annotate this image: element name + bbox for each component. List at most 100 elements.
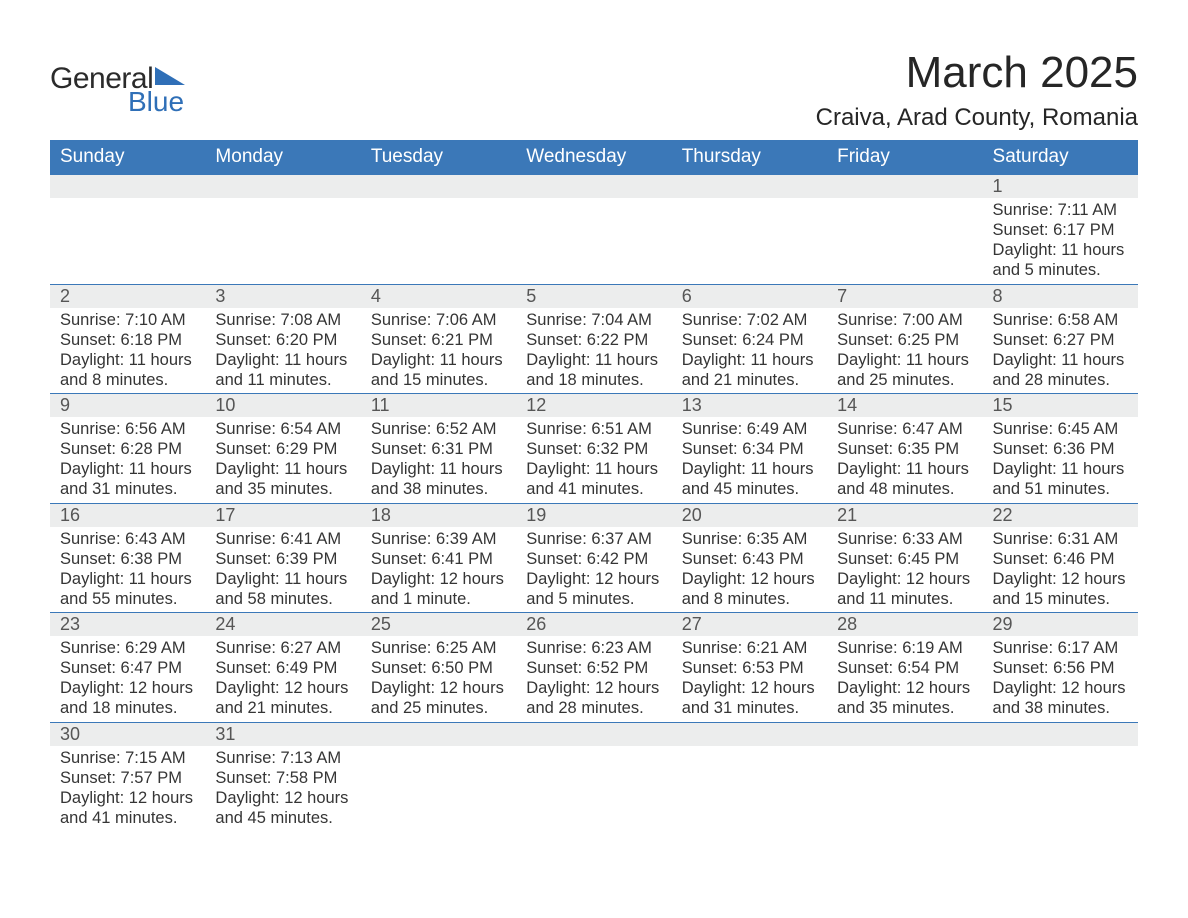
sunrise-text: Sunrise: 7:06 AM xyxy=(371,310,506,330)
day-cell: 10Sunrise: 6:54 AMSunset: 6:29 PMDayligh… xyxy=(205,394,360,504)
sunrise-text: Sunrise: 6:49 AM xyxy=(682,419,817,439)
sunset-text: Sunset: 6:20 PM xyxy=(215,330,350,350)
day-details: Sunrise: 6:49 AMSunset: 6:34 PMDaylight:… xyxy=(672,417,827,503)
day-cell: 24Sunrise: 6:27 AMSunset: 6:49 PMDayligh… xyxy=(205,613,360,723)
daylight-text: Daylight: 12 hours and 31 minutes. xyxy=(682,678,817,718)
sunset-text: Sunset: 6:54 PM xyxy=(837,658,972,678)
daylight-text: Daylight: 12 hours and 21 minutes. xyxy=(215,678,350,718)
day-details: Sunrise: 6:52 AMSunset: 6:31 PMDaylight:… xyxy=(361,417,516,503)
day-number: 22 xyxy=(983,504,1138,527)
daylight-text: Daylight: 11 hours and 48 minutes. xyxy=(837,459,972,499)
day-cell: 8Sunrise: 6:58 AMSunset: 6:27 PMDaylight… xyxy=(983,284,1138,394)
day-details: Sunrise: 6:27 AMSunset: 6:49 PMDaylight:… xyxy=(205,636,360,722)
daylight-text: Daylight: 12 hours and 15 minutes. xyxy=(993,569,1128,609)
day-number: 11 xyxy=(361,394,516,417)
empty-day-cell xyxy=(205,175,360,285)
sunrise-text: Sunrise: 6:37 AM xyxy=(526,529,661,549)
sunset-text: Sunset: 6:56 PM xyxy=(993,658,1128,678)
day-cell: 18Sunrise: 6:39 AMSunset: 6:41 PMDayligh… xyxy=(361,503,516,613)
day-cell: 2Sunrise: 7:10 AMSunset: 6:18 PMDaylight… xyxy=(50,284,205,394)
daylight-text: Daylight: 12 hours and 1 minute. xyxy=(371,569,506,609)
sunset-text: Sunset: 6:28 PM xyxy=(60,439,195,459)
daylight-text: Daylight: 11 hours and 41 minutes. xyxy=(526,459,661,499)
day-details: Sunrise: 7:08 AMSunset: 6:20 PMDaylight:… xyxy=(205,308,360,394)
day-cell: 30Sunrise: 7:15 AMSunset: 7:57 PMDayligh… xyxy=(50,722,205,831)
day-details: Sunrise: 7:06 AMSunset: 6:21 PMDaylight:… xyxy=(361,308,516,394)
sunrise-text: Sunrise: 6:39 AM xyxy=(371,529,506,549)
day-details xyxy=(361,198,516,272)
day-number: 29 xyxy=(983,613,1138,636)
day-cell: 15Sunrise: 6:45 AMSunset: 6:36 PMDayligh… xyxy=(983,394,1138,504)
day-number: 26 xyxy=(516,613,671,636)
daylight-text: Daylight: 11 hours and 21 minutes. xyxy=(682,350,817,390)
dow-friday: Friday xyxy=(827,140,982,175)
day-details xyxy=(50,198,205,272)
day-number xyxy=(361,175,516,198)
day-number: 9 xyxy=(50,394,205,417)
daylight-text: Daylight: 11 hours and 45 minutes. xyxy=(682,459,817,499)
sunset-text: Sunset: 6:29 PM xyxy=(215,439,350,459)
sunset-text: Sunset: 6:47 PM xyxy=(60,658,195,678)
sunset-text: Sunset: 6:43 PM xyxy=(682,549,817,569)
sunrise-text: Sunrise: 7:13 AM xyxy=(215,748,350,768)
sunrise-text: Sunrise: 6:25 AM xyxy=(371,638,506,658)
title-block: March 2025 Craiva, Arad County, Romania xyxy=(816,48,1138,132)
daylight-text: Daylight: 12 hours and 45 minutes. xyxy=(215,788,350,828)
daylight-text: Daylight: 11 hours and 55 minutes. xyxy=(60,569,195,609)
day-details: Sunrise: 7:15 AMSunset: 7:57 PMDaylight:… xyxy=(50,746,205,832)
day-number: 15 xyxy=(983,394,1138,417)
sunset-text: Sunset: 6:21 PM xyxy=(371,330,506,350)
day-number: 6 xyxy=(672,285,827,308)
day-number: 12 xyxy=(516,394,671,417)
daylight-text: Daylight: 12 hours and 5 minutes. xyxy=(526,569,661,609)
empty-day-cell xyxy=(672,175,827,285)
day-number: 20 xyxy=(672,504,827,527)
day-details: Sunrise: 6:19 AMSunset: 6:54 PMDaylight:… xyxy=(827,636,982,722)
empty-day-cell xyxy=(672,722,827,831)
sunrise-text: Sunrise: 6:47 AM xyxy=(837,419,972,439)
day-details xyxy=(827,746,982,806)
daylight-text: Daylight: 12 hours and 28 minutes. xyxy=(526,678,661,718)
sunrise-text: Sunrise: 7:08 AM xyxy=(215,310,350,330)
day-details: Sunrise: 6:29 AMSunset: 6:47 PMDaylight:… xyxy=(50,636,205,722)
sunrise-text: Sunrise: 7:11 AM xyxy=(993,200,1128,220)
sunrise-text: Sunrise: 6:19 AM xyxy=(837,638,972,658)
sunrise-text: Sunrise: 6:58 AM xyxy=(993,310,1128,330)
daylight-text: Daylight: 11 hours and 18 minutes. xyxy=(526,350,661,390)
sunset-text: Sunset: 7:57 PM xyxy=(60,768,195,788)
empty-day-cell xyxy=(516,175,671,285)
sunrise-text: Sunrise: 7:15 AM xyxy=(60,748,195,768)
dow-saturday: Saturday xyxy=(983,140,1138,175)
daylight-text: Daylight: 12 hours and 25 minutes. xyxy=(371,678,506,718)
sunset-text: Sunset: 6:50 PM xyxy=(371,658,506,678)
day-number xyxy=(827,175,982,198)
sunset-text: Sunset: 6:46 PM xyxy=(993,549,1128,569)
sunset-text: Sunset: 6:27 PM xyxy=(993,330,1128,350)
day-cell: 5Sunrise: 7:04 AMSunset: 6:22 PMDaylight… xyxy=(516,284,671,394)
day-cell: 6Sunrise: 7:02 AMSunset: 6:24 PMDaylight… xyxy=(672,284,827,394)
sunrise-text: Sunrise: 7:04 AM xyxy=(526,310,661,330)
sunset-text: Sunset: 6:24 PM xyxy=(682,330,817,350)
sunrise-text: Sunrise: 6:45 AM xyxy=(993,419,1128,439)
daylight-text: Daylight: 11 hours and 8 minutes. xyxy=(60,350,195,390)
day-number xyxy=(50,175,205,198)
day-number: 27 xyxy=(672,613,827,636)
calendar-page: General Blue March 2025 Craiva, Arad Cou… xyxy=(0,0,1188,831)
dow-thursday: Thursday xyxy=(672,140,827,175)
day-cell: 1Sunrise: 7:11 AMSunset: 6:17 PMDaylight… xyxy=(983,175,1138,285)
daylight-text: Daylight: 11 hours and 31 minutes. xyxy=(60,459,195,499)
day-details: Sunrise: 7:13 AMSunset: 7:58 PMDaylight:… xyxy=(205,746,360,832)
day-details xyxy=(827,198,982,272)
day-cell: 26Sunrise: 6:23 AMSunset: 6:52 PMDayligh… xyxy=(516,613,671,723)
sunset-text: Sunset: 7:58 PM xyxy=(215,768,350,788)
empty-day-cell xyxy=(361,175,516,285)
calendar-week-row: 1Sunrise: 7:11 AMSunset: 6:17 PMDaylight… xyxy=(50,175,1138,285)
sunset-text: Sunset: 6:41 PM xyxy=(371,549,506,569)
day-details: Sunrise: 7:02 AMSunset: 6:24 PMDaylight:… xyxy=(672,308,827,394)
sunset-text: Sunset: 6:31 PM xyxy=(371,439,506,459)
day-details: Sunrise: 6:45 AMSunset: 6:36 PMDaylight:… xyxy=(983,417,1138,503)
sunrise-text: Sunrise: 6:41 AM xyxy=(215,529,350,549)
day-details: Sunrise: 6:35 AMSunset: 6:43 PMDaylight:… xyxy=(672,527,827,613)
calendar-body: 1Sunrise: 7:11 AMSunset: 6:17 PMDaylight… xyxy=(50,175,1138,832)
day-number: 3 xyxy=(205,285,360,308)
